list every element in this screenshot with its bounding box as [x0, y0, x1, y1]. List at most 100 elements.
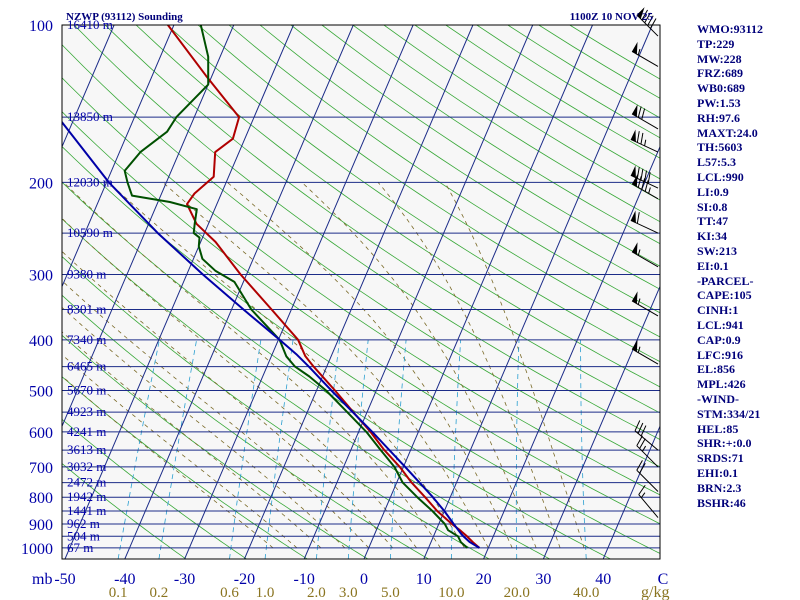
wind-barb-flag — [632, 339, 638, 352]
mixing-ratio-tick-label: 2.0 — [307, 585, 326, 600]
pressure-unit-label: mb — [32, 571, 52, 588]
index-label: BSHR — [697, 495, 730, 510]
mixing-ratio-tick-label: 20.0 — [504, 585, 530, 600]
pressure-tick-label: 900 — [29, 517, 53, 534]
wind-barb-full — [636, 212, 640, 224]
pressure-tick-label: 600 — [29, 425, 53, 442]
index-label: SW — [697, 243, 716, 258]
index-value: 689 — [725, 66, 743, 81]
dry-adiabat — [73, 25, 660, 441]
moist-adiabat — [62, 331, 322, 549]
index-value: 0.1 — [713, 258, 729, 273]
index-label: LFC — [697, 347, 721, 362]
wind-barb-full — [637, 106, 642, 118]
index-row: HEL:85 — [697, 421, 739, 436]
index-row: TT:47 — [697, 214, 729, 229]
index-row: LI:0.9 — [697, 184, 729, 199]
index-row: CAP:0.9 — [697, 332, 741, 347]
plot-frame — [61, 24, 661, 560]
index-row: LFC:916 — [697, 347, 743, 362]
height-label: 504 m — [67, 528, 100, 543]
wind-barb-flag — [636, 7, 645, 19]
index-value: 85 — [726, 421, 739, 436]
wind-barb-full — [637, 176, 642, 188]
isotherm — [0, 25, 54, 559]
wind-barb-full — [636, 435, 643, 446]
wind-barb-full — [649, 18, 657, 29]
index-row: STM:334/21 — [697, 406, 761, 421]
height-label: 9380 m — [67, 266, 106, 281]
dry-adiabat — [62, 44, 660, 468]
index-value: 47 — [716, 214, 729, 229]
pressure-tick-label: 300 — [29, 267, 53, 284]
wind-barb-half — [648, 187, 651, 194]
mixing-ratio-tick-label: 40.0 — [573, 585, 599, 600]
height-label: 13850 m — [67, 109, 113, 124]
temperature-tick-label: C — [658, 571, 669, 588]
index-value: 105 — [733, 288, 752, 303]
index-value: 689 — [727, 81, 746, 96]
height-label: 6465 m — [67, 359, 106, 374]
sounding-indices-panel: WMO:93112 TP:229 MW:228 FRZ:689 WB0:689 PW:1.… — [697, 22, 800, 510]
index-label: EI — [697, 258, 710, 273]
dry-adiabat — [166, 25, 660, 363]
mixing-ratio-line — [450, 339, 462, 559]
index-row: LCL:990 — [697, 169, 744, 184]
index-row: CINH:1 — [697, 303, 739, 318]
mixing-ratio-line — [390, 339, 407, 559]
pressure-tick-label: 400 — [29, 333, 53, 350]
dry-adiabat — [321, 25, 660, 245]
mixing-ratio-line — [580, 339, 587, 559]
index-label: MPL — [697, 377, 724, 392]
temperature-tick-label: 30 — [535, 571, 551, 588]
moist-adiabat — [62, 250, 393, 549]
index-label: TT — [697, 214, 713, 229]
wind-barb-shaft — [636, 469, 659, 492]
index-label: LI — [697, 184, 710, 199]
index-row: BRN:2.3 — [697, 480, 742, 495]
grid-lines — [0, 25, 660, 559]
index-row: SI:0.8 — [697, 199, 728, 214]
wind-barb — [630, 165, 659, 189]
wind-barbs — [630, 7, 659, 518]
isotherm — [124, 25, 354, 559]
chart-time: 1100Z 10 NOV 25 — [570, 11, 654, 23]
index-value: 1.53 — [719, 95, 741, 110]
wind-barb-flag — [632, 104, 638, 117]
index-label: FRZ — [697, 66, 721, 81]
index-label: LCL — [697, 317, 722, 332]
isotherm — [243, 25, 474, 559]
mixing-ratio-tick-label: 0.2 — [150, 585, 169, 600]
wind-barb-full — [641, 108, 646, 120]
mixing-ratio-unit-label: g/kg — [641, 584, 669, 600]
temperature-profile-line — [167, 25, 481, 549]
wind-barb-half — [644, 139, 647, 146]
temperature-tick-label: 0 — [360, 571, 368, 588]
index-value: 0.9 — [713, 184, 729, 199]
wind-barb-full — [634, 420, 641, 432]
index-row: EL:856 — [697, 362, 736, 377]
wind-barb-flag — [630, 210, 636, 223]
wind-barb-full — [644, 170, 648, 182]
index-row: SHR:+:0.0 — [697, 436, 752, 451]
index-label: HEL — [697, 421, 723, 436]
chart-title: NZWP (93112) Sounding — [66, 11, 183, 23]
index-row: WB0:689 — [697, 81, 746, 96]
dry-adiabat — [62, 218, 550, 559]
height-label: 4241 m — [67, 424, 106, 439]
index-row: TH:5603 — [697, 140, 743, 155]
index-label: CAP — [697, 332, 722, 347]
wind-barb-full — [640, 132, 644, 145]
wind-barb-shaft — [636, 445, 659, 468]
height-label: 962 m — [67, 516, 100, 531]
wind-barb-full — [641, 178, 646, 190]
index-label: WB0 — [697, 81, 724, 96]
index-row: CAPE:105 — [697, 288, 752, 303]
isotherm — [303, 25, 534, 559]
index-value: 229 — [716, 36, 735, 51]
height-label: 3613 m — [67, 442, 106, 457]
moist-adiabat — [63, 182, 441, 549]
height-label: 2472 m — [67, 475, 106, 490]
mixing-ratio-line — [316, 339, 340, 559]
isotherm — [62, 25, 235, 428]
